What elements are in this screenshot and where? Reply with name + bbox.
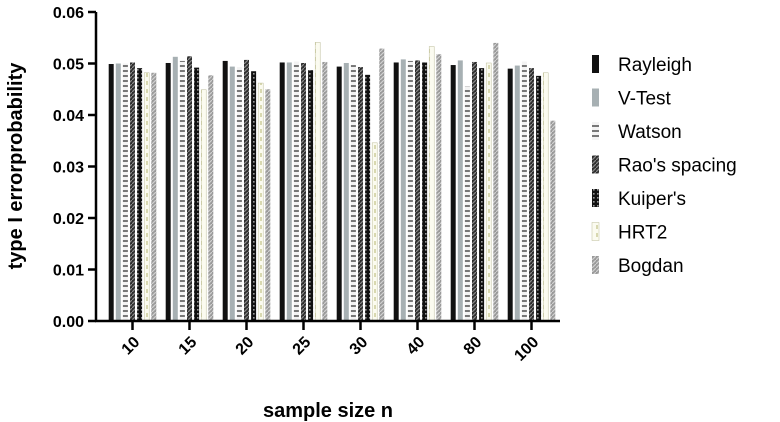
y-tick-label: 0.05 <box>53 57 84 74</box>
bar <box>450 65 456 321</box>
bar <box>130 62 135 321</box>
bar <box>251 71 257 321</box>
y-tick-label: 0.02 <box>53 211 84 228</box>
bar <box>115 63 121 321</box>
legend-swatch <box>592 256 599 274</box>
bar <box>379 48 385 321</box>
bars <box>108 42 556 322</box>
bar <box>322 61 328 322</box>
bar <box>229 66 235 321</box>
bar <box>257 82 264 322</box>
bar <box>187 56 192 321</box>
y-axis-title: type I errorprobability <box>5 62 27 270</box>
bar <box>151 72 157 322</box>
x-tick-label: 20 <box>233 334 258 359</box>
bar <box>108 64 114 321</box>
legend: Rayleigh V-Test Watson Rao's spacing Kuiper'… <box>591 55 737 277</box>
bar <box>550 120 556 321</box>
legend-swatch <box>592 55 599 73</box>
x-tick-label: 30 <box>347 334 372 359</box>
bar <box>485 62 492 322</box>
bar <box>371 142 378 322</box>
bar <box>143 72 150 322</box>
y-tick-label: 0.00 <box>53 314 84 331</box>
legend-label: Bogdan <box>618 256 684 277</box>
bar <box>464 86 470 321</box>
legend-swatch <box>592 122 599 140</box>
y-tick-label: 0.03 <box>53 160 84 177</box>
legend-swatch <box>592 189 599 207</box>
legend-swatch <box>592 155 599 174</box>
bar <box>365 74 371 321</box>
bar <box>479 68 485 321</box>
bar <box>336 66 342 321</box>
bar <box>457 60 463 321</box>
bar <box>279 62 285 321</box>
bar <box>407 60 413 322</box>
legend-label: Watson <box>618 122 682 143</box>
bar <box>236 67 242 321</box>
x-axis-title: sample size n <box>263 400 393 422</box>
bar <box>350 65 356 321</box>
x-tick-label: 10 <box>119 334 144 359</box>
legend-label: HRT2 <box>618 223 667 244</box>
bar <box>436 54 442 321</box>
x-tick-label: 15 <box>176 334 201 359</box>
y-tick-label: 0.01 <box>53 263 84 280</box>
bar <box>422 62 428 321</box>
bar <box>172 56 178 322</box>
bar <box>200 89 207 322</box>
bar <box>244 59 249 322</box>
bar <box>301 62 306 322</box>
bar <box>194 67 200 322</box>
bar <box>265 89 271 321</box>
x-tick-label: 40 <box>404 334 429 359</box>
legend-label: Kuiper's <box>618 189 686 210</box>
bar <box>165 62 171 322</box>
bar <box>529 68 534 321</box>
x-tick-label: 80 <box>461 334 486 359</box>
legend-label: V-Test <box>618 89 672 110</box>
bar <box>286 62 292 321</box>
bar <box>472 61 477 322</box>
bar <box>137 68 143 321</box>
legend-swatch <box>592 88 599 107</box>
x-axis-ticks: 10 15 20 25 30 40 80 100 <box>119 321 542 365</box>
bar <box>179 60 185 322</box>
legend-label: Rao's spacing <box>618 156 737 177</box>
bar <box>308 70 314 321</box>
bar <box>293 61 299 322</box>
bar <box>514 65 520 321</box>
bar <box>343 62 349 322</box>
bar <box>400 59 406 321</box>
bar <box>507 68 513 322</box>
legend-swatch <box>591 222 600 241</box>
bar <box>222 60 228 322</box>
bar <box>521 61 527 322</box>
bar <box>542 72 549 322</box>
x-tick-label: 100 <box>511 334 542 365</box>
bar <box>314 42 321 322</box>
bar <box>536 75 542 321</box>
bar <box>493 42 499 322</box>
bar <box>393 62 399 321</box>
bar <box>428 46 435 322</box>
legend-label: Rayleigh <box>618 55 692 76</box>
bar <box>208 75 214 321</box>
bar <box>415 60 420 321</box>
y-tick-label: 0.04 <box>53 108 84 125</box>
bar <box>358 67 363 321</box>
y-tick-label: 0.06 <box>53 5 84 22</box>
x-tick-label: 25 <box>290 334 315 359</box>
bar <box>122 63 128 321</box>
y-axis-ticks: 0.00 0.01 0.02 0.03 0.04 0.05 0.06 <box>53 5 96 331</box>
